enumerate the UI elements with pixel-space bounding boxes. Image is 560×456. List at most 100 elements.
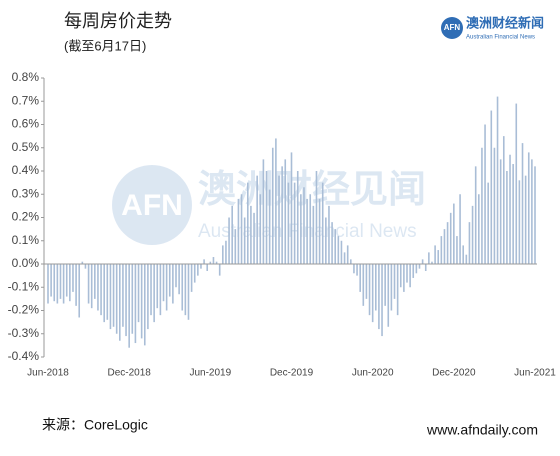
bar (368, 264, 371, 316)
logo-name: 澳洲财经新闻 (466, 15, 544, 30)
source: 来源：CoreLogic (42, 417, 148, 433)
bar (81, 261, 84, 264)
bar (418, 264, 421, 269)
bar (396, 264, 399, 316)
bar (165, 264, 168, 311)
bar (515, 103, 518, 264)
bar (284, 159, 287, 264)
x-tick-label: Dec-2019 (270, 368, 314, 379)
bar (237, 198, 240, 264)
bar (437, 250, 440, 264)
bar (428, 252, 430, 264)
bar (112, 264, 115, 327)
bar (187, 264, 190, 320)
logo-circle (441, 17, 463, 39)
x-tick-label: Jun-2018 (27, 368, 69, 379)
bar (403, 264, 405, 292)
bar (106, 264, 109, 320)
bar (471, 205, 474, 264)
bar (356, 264, 358, 276)
bar (393, 264, 396, 299)
x-tick-label: Dec-2018 (107, 368, 151, 379)
bar (122, 264, 124, 327)
watermark-circle (112, 165, 192, 245)
bar (53, 264, 56, 302)
bar (449, 212, 452, 264)
bar (290, 152, 293, 264)
y-tick-label: 0.4% (12, 163, 40, 177)
bar (493, 147, 496, 264)
bar (521, 143, 524, 264)
bar (75, 264, 77, 306)
y-tick-label: 0.8% (12, 70, 40, 84)
bar (374, 264, 377, 311)
bar (240, 194, 243, 264)
bar (47, 264, 49, 304)
chart-subtitle: (截至6月17日) (64, 38, 146, 53)
bar (524, 175, 527, 264)
bar (512, 164, 514, 264)
bar (62, 264, 65, 304)
bar (128, 264, 130, 348)
bar (168, 264, 171, 297)
bar (109, 264, 112, 330)
y-tick-label: 0.5% (12, 140, 40, 154)
bar (218, 264, 221, 276)
bar (87, 264, 90, 304)
bar (499, 159, 502, 264)
bar (384, 264, 386, 306)
bar (465, 254, 468, 264)
bar (228, 217, 230, 264)
bar (137, 264, 140, 323)
bar (150, 264, 152, 316)
bar (209, 261, 212, 264)
bar (346, 245, 349, 264)
bar (184, 264, 187, 316)
bar (487, 182, 489, 264)
bar (502, 136, 505, 264)
bar (406, 264, 408, 283)
y-tick-label: 0.0% (12, 256, 40, 270)
bar (434, 245, 436, 264)
bar (190, 264, 193, 292)
bar (424, 264, 427, 271)
bar (484, 124, 486, 264)
bar (293, 182, 296, 264)
bar (253, 212, 255, 264)
bar (94, 264, 96, 299)
bar (431, 261, 433, 264)
bar (90, 264, 93, 309)
bar (100, 264, 102, 316)
bar (328, 205, 330, 264)
x-tick-label: Jun-2020 (352, 368, 394, 379)
bar (134, 264, 137, 344)
bar (518, 180, 521, 264)
bar (268, 189, 271, 264)
bar (181, 264, 184, 311)
bar (315, 171, 318, 264)
bar (147, 264, 149, 330)
bar (378, 264, 380, 330)
bar (365, 264, 368, 299)
bar (200, 264, 202, 269)
bar (490, 110, 493, 264)
bar (456, 236, 458, 264)
y-tick-label: 0.1% (12, 233, 40, 247)
bar (140, 264, 143, 339)
bar (381, 264, 383, 337)
bar (178, 264, 180, 295)
bar (59, 264, 62, 299)
bar (453, 203, 455, 264)
bar (496, 96, 499, 264)
bar (412, 264, 415, 278)
bar (399, 264, 402, 288)
bar (281, 166, 283, 264)
y-tick-label: -0.1% (8, 279, 40, 293)
bar (193, 264, 196, 283)
bar (275, 138, 277, 264)
bar (243, 217, 246, 264)
bar (69, 264, 71, 302)
bar (371, 264, 374, 323)
y-tick-label: -0.3% (8, 326, 40, 340)
bar (287, 182, 290, 264)
